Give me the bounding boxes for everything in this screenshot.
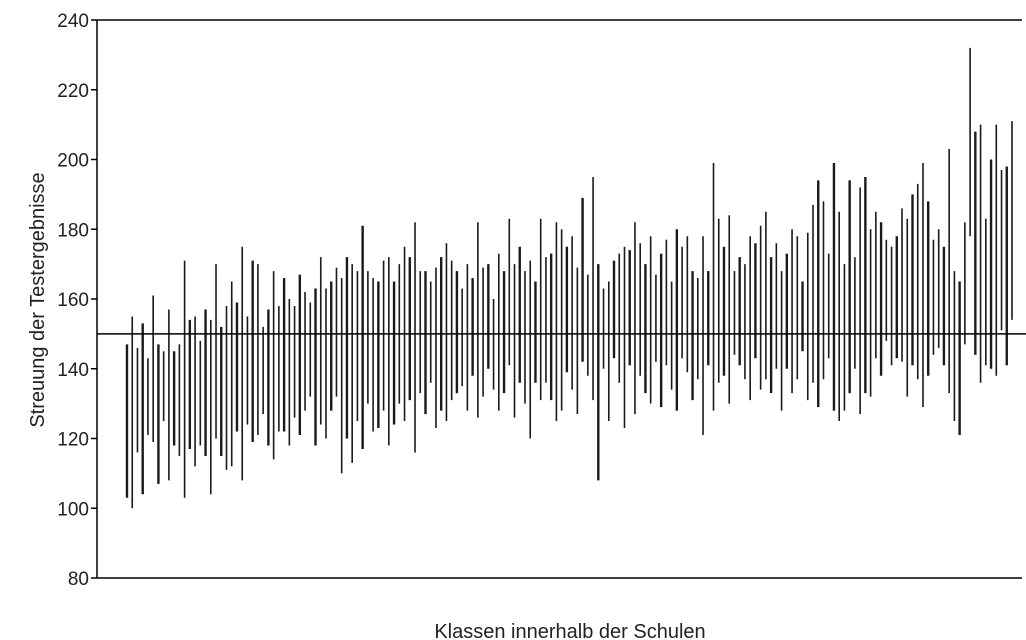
y-ticks-group: 80 100 120 140 160 180 200 220 240 — [57, 11, 97, 590]
y-tick-label-220: 220 — [57, 81, 89, 102]
y-tick-label-140: 140 — [57, 360, 89, 381]
y-tick-label-100: 100 — [57, 499, 89, 520]
y-axis-title: Streuung der Testergebnisse — [27, 172, 49, 427]
y-tick-label-120: 120 — [57, 430, 89, 451]
y-tick-label-200: 200 — [57, 151, 89, 172]
y-tick-label-160: 160 — [57, 290, 89, 311]
x-axis-title: Klassen innerhalb der Schulen — [434, 621, 705, 640]
y-tick-label-80: 80 — [68, 569, 89, 590]
y-tick-label-180: 180 — [57, 220, 89, 241]
bars-group — [125, 47, 1013, 509]
y-tick-label-240: 240 — [57, 11, 89, 32]
